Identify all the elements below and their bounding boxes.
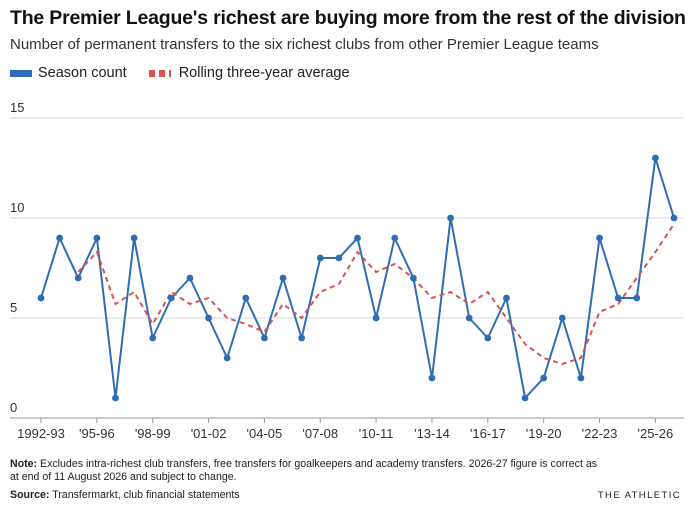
source-label: Source: bbox=[10, 489, 50, 501]
x-tick-label: '16-17 bbox=[470, 426, 506, 441]
x-tick-label: '95-96 bbox=[79, 426, 115, 441]
x-tick-label: '07-08 bbox=[302, 426, 338, 441]
source-text: Transfermarkt, club financial statements bbox=[49, 489, 240, 501]
chart-title: The Premier League's richest are buying … bbox=[10, 7, 686, 29]
data-point-season bbox=[372, 314, 380, 322]
data-point-season bbox=[503, 294, 510, 302]
data-point-season bbox=[354, 234, 361, 242]
data-point-season bbox=[93, 234, 101, 242]
data-point-season bbox=[130, 234, 138, 242]
data-point-season bbox=[186, 274, 194, 282]
data-point-season bbox=[484, 334, 492, 342]
brand-logo: THE ATHLETIC bbox=[597, 490, 681, 501]
note-label: Note: bbox=[10, 458, 38, 470]
data-point-season bbox=[261, 334, 268, 342]
x-tick-label: '13-14 bbox=[414, 426, 450, 441]
series-line-rolling-average bbox=[77, 223, 675, 366]
data-point-season bbox=[242, 294, 250, 302]
x-tick-label: 1992-93 bbox=[17, 426, 65, 441]
legend: Season count Rolling three-year average bbox=[10, 63, 372, 83]
legend-swatch-season bbox=[10, 69, 32, 77]
data-point-season bbox=[447, 214, 454, 222]
data-point-season bbox=[56, 234, 64, 242]
legend-swatch-rolling bbox=[148, 69, 171, 77]
legend-item-season: Season count bbox=[10, 65, 127, 81]
data-point-season bbox=[428, 374, 436, 382]
data-point-season bbox=[596, 234, 603, 242]
data-point-season bbox=[298, 334, 306, 342]
footer-note: Note: Excludes intra-richest club transf… bbox=[10, 458, 600, 484]
legend-label-rolling: Rolling three-year average bbox=[178, 65, 350, 81]
chart-subtitle: Number of permanent transfers to the six… bbox=[10, 36, 599, 53]
data-point-season bbox=[112, 394, 119, 402]
data-point-season bbox=[558, 314, 566, 322]
footer-source: Source: Transfermarkt, club financial st… bbox=[10, 489, 240, 501]
data-point-season bbox=[74, 274, 82, 282]
legend-label-season: Season count bbox=[38, 65, 127, 81]
data-point-season bbox=[540, 374, 548, 382]
x-tick-label: '25-26 bbox=[638, 426, 674, 441]
data-point-season bbox=[149, 334, 157, 342]
x-tick-label: '19-20 bbox=[526, 426, 562, 441]
data-point-season bbox=[633, 294, 641, 302]
x-tick-label: '04-05 bbox=[247, 426, 283, 441]
x-tick-label: '22-23 bbox=[582, 426, 618, 441]
data-point-season bbox=[521, 394, 529, 402]
data-point-season bbox=[279, 274, 287, 282]
data-point-season bbox=[577, 374, 585, 382]
line-chart: 0 5 10 15 1992-93 '95-96 '98-99 '01-02 '04-05 '07… bbox=[10, 100, 684, 441]
x-tick-label: '01-02 bbox=[191, 426, 227, 441]
data-point-season bbox=[409, 274, 417, 282]
data-point-season bbox=[167, 294, 175, 302]
data-point-season bbox=[465, 314, 473, 322]
x-tick-label: '10-11 bbox=[359, 426, 394, 441]
data-point-season bbox=[670, 214, 678, 222]
data-point-season bbox=[335, 254, 343, 262]
y-tick-label: 10 bbox=[10, 200, 24, 215]
y-tick-label: 5 bbox=[10, 300, 17, 315]
series-line-season-count bbox=[40, 157, 675, 399]
note-text: Excludes intra-richest club transfers, f… bbox=[10, 458, 598, 483]
data-point-season bbox=[391, 234, 399, 242]
data-point-season bbox=[651, 154, 659, 162]
x-tick-label: '98-99 bbox=[135, 426, 171, 441]
data-point-season bbox=[205, 314, 212, 322]
data-point-season bbox=[316, 254, 324, 262]
data-point-season bbox=[223, 354, 231, 362]
y-tick-label: 15 bbox=[10, 100, 24, 115]
data-point-season bbox=[37, 294, 45, 302]
legend-item-rolling: Rolling three-year average bbox=[148, 65, 350, 81]
y-tick-label: 0 bbox=[10, 400, 17, 415]
data-point-season bbox=[614, 294, 622, 302]
